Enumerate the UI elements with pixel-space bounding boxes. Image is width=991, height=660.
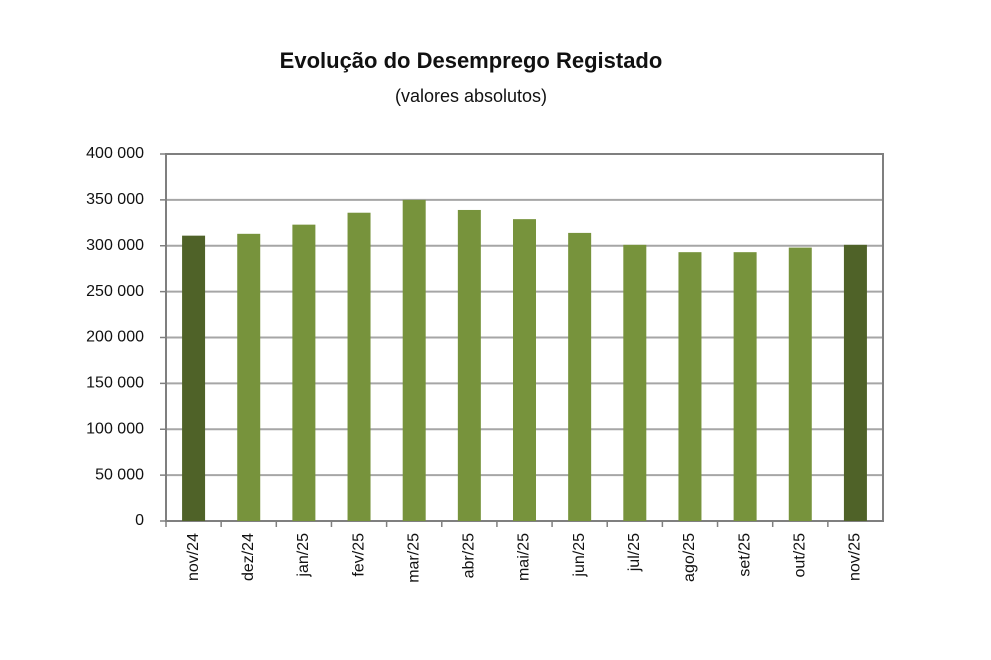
x-tick-label: jul/25 bbox=[626, 533, 643, 572]
x-tick-label: dez/24 bbox=[240, 533, 257, 581]
x-tick-label: mai/25 bbox=[516, 533, 533, 581]
bar bbox=[788, 247, 812, 521]
y-tick-label: 100 000 bbox=[86, 420, 144, 437]
bar bbox=[513, 219, 536, 521]
y-tick-label: 200 000 bbox=[86, 329, 144, 346]
y-tick-label: 0 bbox=[135, 512, 144, 529]
x-tick-label: ago/25 bbox=[681, 533, 698, 582]
bar bbox=[457, 209, 481, 521]
bar bbox=[623, 244, 647, 521]
x-tick-label: out/25 bbox=[791, 533, 808, 578]
chart-subtitle: (valores absolutos) bbox=[395, 86, 547, 106]
bar bbox=[568, 232, 592, 521]
x-tick-label: fev/25 bbox=[350, 533, 367, 577]
x-tick-label: nov/24 bbox=[185, 533, 202, 581]
bar bbox=[843, 244, 867, 521]
bar bbox=[733, 252, 757, 522]
y-tick-label: 250 000 bbox=[86, 283, 144, 300]
x-tick-label: mar/25 bbox=[405, 533, 422, 583]
y-tick-label: 50 000 bbox=[95, 466, 144, 483]
bar bbox=[678, 252, 702, 522]
x-tick-label: jun/25 bbox=[571, 533, 588, 578]
chart-title: Evolução do Desemprego Registado bbox=[280, 48, 663, 73]
x-tick-label: set/25 bbox=[736, 533, 753, 577]
bar bbox=[292, 224, 316, 521]
y-tick-label: 300 000 bbox=[86, 237, 144, 254]
x-tick-label: jan/25 bbox=[295, 533, 312, 578]
y-tick-label: 350 000 bbox=[86, 191, 144, 208]
bar bbox=[347, 212, 371, 521]
bar bbox=[402, 199, 426, 521]
bar bbox=[237, 233, 261, 521]
x-tick-label: nov/25 bbox=[847, 533, 864, 581]
bar bbox=[182, 235, 206, 521]
x-tick-label: abr/25 bbox=[461, 533, 478, 578]
y-tick-label: 150 000 bbox=[86, 375, 144, 392]
y-tick-label: 400 000 bbox=[86, 145, 144, 162]
